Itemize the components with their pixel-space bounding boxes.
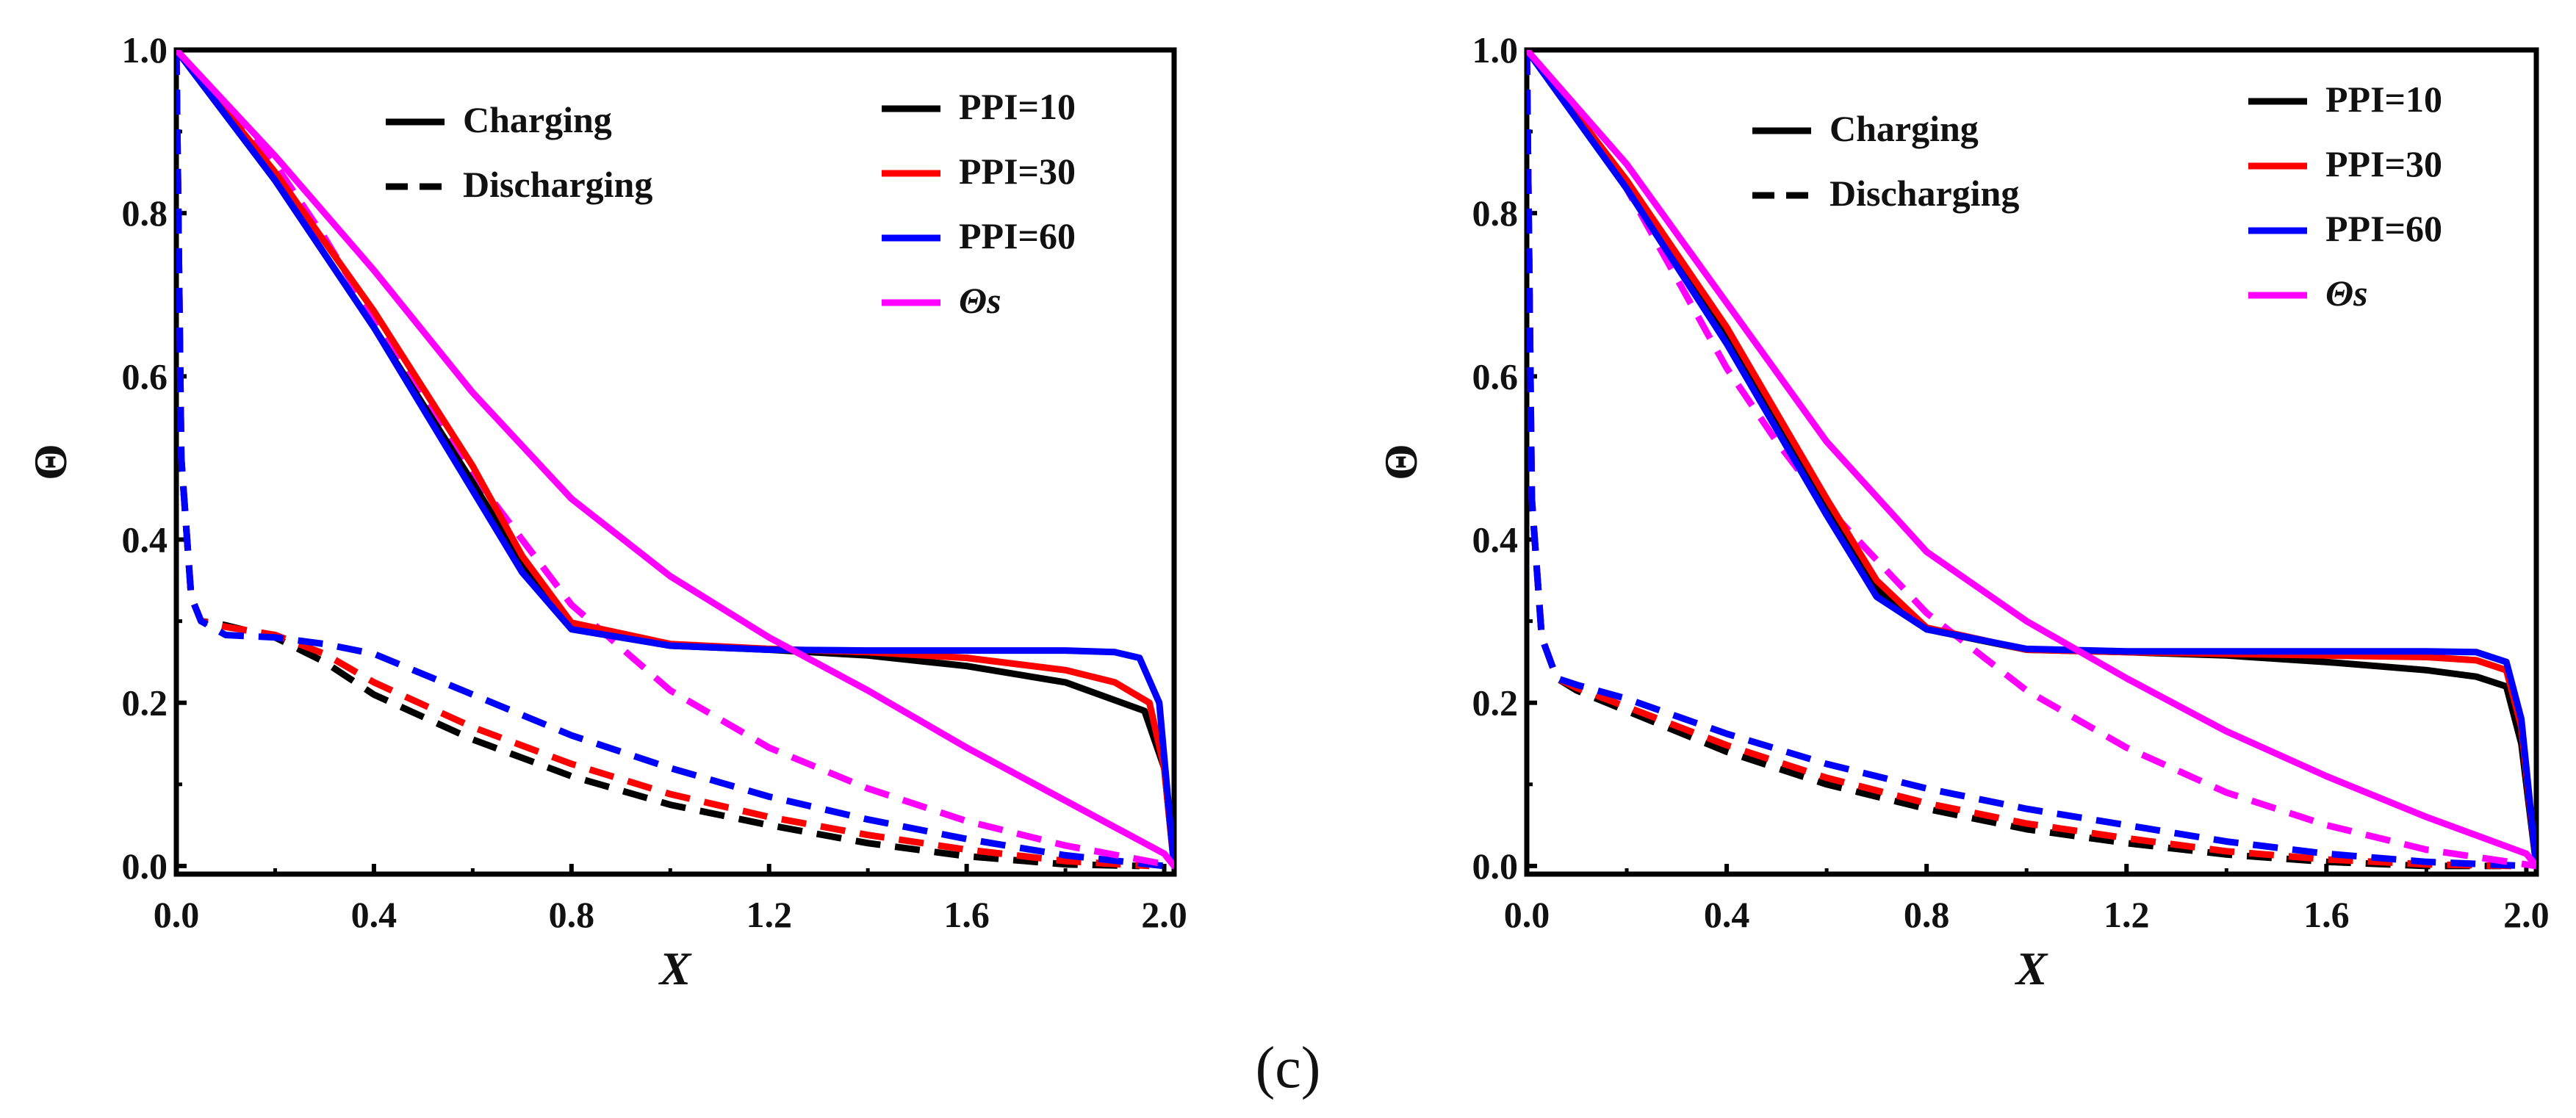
y-tick-label: 0.6 <box>1472 356 1519 397</box>
y-tick-label: 0.2 <box>122 682 168 724</box>
series-group <box>176 50 1174 870</box>
x-tick-label: 2.0 <box>2503 894 2550 935</box>
y-tick-label: 1.0 <box>122 29 168 71</box>
series-line-theta-s-dashed <box>1527 50 2536 870</box>
y-tick-label: 0.8 <box>122 192 168 234</box>
series-line-ppi-60-solid <box>1527 50 2536 867</box>
x-tick-label: 0.8 <box>1904 894 1950 935</box>
y-tick-label: 0.0 <box>1472 845 1519 887</box>
x-axis-label: X <box>2015 942 2048 995</box>
series-line-theta-s-solid <box>176 50 1174 868</box>
series-line-theta-s-solid <box>1527 50 2536 868</box>
x-tick-label: 1.6 <box>2303 894 2350 935</box>
y-tick-label: 0.0 <box>122 845 168 887</box>
series-legend-label: PPI=30 <box>2325 143 2442 184</box>
series-line-theta-s-dashed <box>176 50 1174 870</box>
series-legend-label: PPI=30 <box>959 151 1076 192</box>
x-tick-label: 0.8 <box>549 894 595 935</box>
y-tick-label: 1.0 <box>1472 29 1519 71</box>
x-tick-label: 1.2 <box>2104 894 2150 935</box>
x-tick-label: 0.0 <box>1504 894 1550 935</box>
plot-frame <box>1524 47 2539 877</box>
x-tick-label: 1.6 <box>943 894 990 935</box>
right-chart-panel: 0.0 0.4 0.8 1.2 1.6 2.0 0.0 0.2 0.4 0.6 0.8 1.0 X Θ Ch… <box>1375 29 2550 995</box>
series-line-ppi-60-dashed <box>176 50 1165 870</box>
style-legend-label: Charging <box>463 99 612 140</box>
y-tick-label: 0.8 <box>1472 192 1519 234</box>
x-tick-label: 0.4 <box>351 894 397 935</box>
series-legend-label: PPI=60 <box>2325 208 2442 249</box>
series-legend-label: Θs <box>2325 273 2368 314</box>
y-tick-label: 0.4 <box>122 519 168 560</box>
y-axis-label: Θ <box>24 444 76 480</box>
style-legend-label: Discharging <box>463 164 652 205</box>
y-axis-label: Θ <box>1375 444 1427 480</box>
series-legend-label: PPI=10 <box>2325 79 2442 120</box>
y-tick-label: 0.4 <box>1472 519 1519 560</box>
left-chart-panel: 0.0 0.4 0.8 1.2 1.6 2.0 0.0 0.2 0.4 0.6 0.8 1.0 X Θ Ch… <box>24 29 1187 995</box>
x-tick-label: 1.2 <box>746 894 792 935</box>
x-tick-label: 2.0 <box>1141 894 1187 935</box>
x-tick-label: 0.0 <box>154 894 200 935</box>
x-tick-label: 0.4 <box>1704 894 1750 935</box>
x-axis-label: X <box>658 942 692 995</box>
series-group <box>1527 50 2536 870</box>
style-legend-label: Discharging <box>1830 173 2019 214</box>
series-legend-label: PPI=60 <box>959 215 1076 256</box>
series-legend-label: Θs <box>959 280 1001 321</box>
plot-frame <box>173 47 1177 877</box>
series-legend-label: PPI=10 <box>959 86 1076 127</box>
style-legend-label: Charging <box>1830 108 1979 149</box>
series-line-ppi-60-dashed <box>1527 50 2527 870</box>
figure-caption: (c) <box>1256 1036 1321 1100</box>
y-tick-label: 0.6 <box>122 356 168 397</box>
y-tick-label: 0.2 <box>1472 682 1519 724</box>
series-line-ppi-60-solid <box>176 50 1174 867</box>
